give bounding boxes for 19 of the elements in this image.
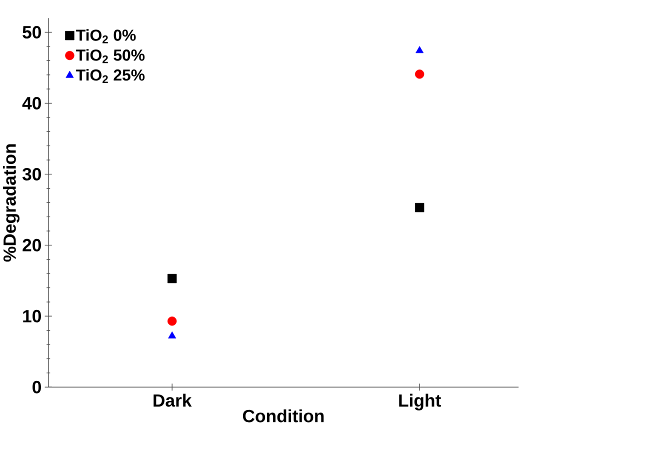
y-tick-label: 50 xyxy=(22,26,41,38)
y-tick-label: 10 xyxy=(23,310,41,322)
point xyxy=(168,316,177,326)
point xyxy=(414,69,424,79)
y-tick-label: 40 xyxy=(22,96,41,110)
y-tick-label: 0 xyxy=(32,380,41,394)
legend-label: TiO$_{2}$ 50% xyxy=(76,48,145,63)
y-tick-label: 20 xyxy=(22,238,41,252)
x-tick-label: Dark xyxy=(154,394,192,407)
point xyxy=(414,202,424,212)
y-tick-label: 30 xyxy=(22,168,41,180)
legend-label: TiO$_{2}$ 25% xyxy=(76,68,145,83)
legend-label: TiO$_{2}$ 0% xyxy=(76,28,136,43)
y-axis-title: %Degradation xyxy=(2,144,20,262)
point xyxy=(416,46,424,53)
point xyxy=(168,331,176,338)
x-tick-label: Light xyxy=(399,394,441,410)
x-axis-title: Condition xyxy=(242,409,324,422)
point xyxy=(168,274,177,283)
